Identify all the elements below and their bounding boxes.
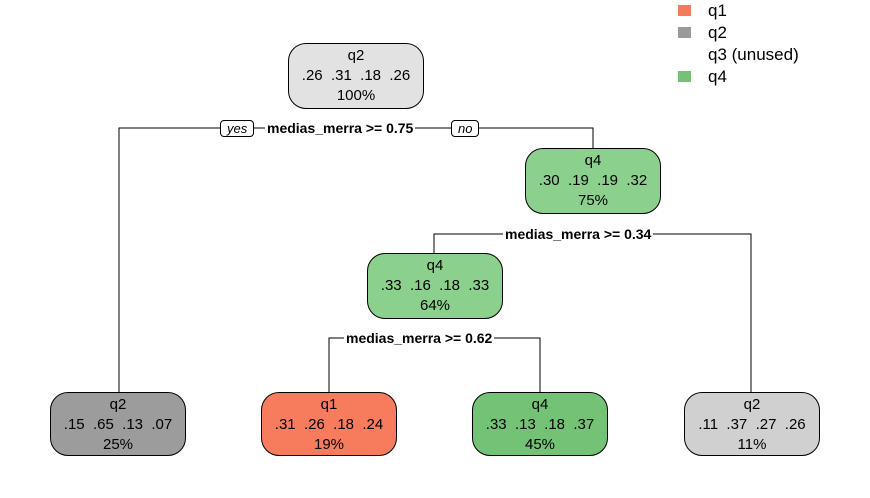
- node-class-label: q4: [531, 396, 549, 413]
- node-probabilities: .33 .13 .18 .37: [485, 416, 595, 433]
- tree-node-mid: q4 .33 .16 .18 .33 64%: [367, 253, 503, 319]
- split-label-right: medias_merra >= 0.34: [503, 225, 654, 243]
- legend-label: q2: [708, 23, 727, 42]
- node-probabilities: .11 .37 .27 .26: [698, 416, 806, 433]
- node-class-label: q4: [584, 152, 602, 169]
- node-probabilities: .15 .65 .13 .07: [63, 416, 173, 433]
- tree-leaf-2: q1 .31 .26 .18 .24 19%: [261, 392, 397, 456]
- edge-right-leaf4: [593, 233, 752, 392]
- node-probabilities: .31 .26 .18 .24: [274, 416, 384, 433]
- legend-label: q4: [708, 67, 727, 86]
- node-percentage: 11%: [737, 436, 767, 453]
- legend-item-q4: q4: [678, 66, 799, 88]
- tree-leaf-1: q2 .15 .65 .13 .07 25%: [50, 392, 186, 456]
- node-percentage: 25%: [102, 436, 134, 453]
- edge-root-right: [356, 127, 594, 148]
- node-probabilities: .26 .31 .18 .26: [301, 67, 411, 84]
- split-label-root: medias_merra >= 0.75: [265, 119, 416, 137]
- node-class-label: q2: [109, 396, 127, 413]
- no-label: no: [451, 120, 480, 137]
- node-percentage: 64%: [419, 297, 451, 314]
- tree-node-root: q2 .26 .31 .18 .26 100%: [288, 43, 424, 109]
- node-percentage: 100%: [336, 87, 376, 104]
- legend-swatch-q1: [678, 5, 691, 16]
- node-percentage: 75%: [577, 192, 609, 209]
- node-probabilities: .30 .19 .19 .32: [538, 172, 648, 189]
- legend-label: q3 (unused): [708, 45, 799, 64]
- node-class-label: q2: [347, 47, 365, 64]
- legend-swatch-q4: [678, 71, 691, 82]
- edge-root-leaf1: [118, 127, 356, 392]
- legend-label: q1: [708, 1, 727, 20]
- node-class-label: q4: [426, 257, 444, 274]
- legend-item-q3: q3 (unused): [678, 44, 799, 66]
- node-percentage: 19%: [313, 436, 345, 453]
- node-class-label: q1: [320, 396, 338, 413]
- legend-item-q2: q2: [678, 22, 799, 44]
- node-percentage: 45%: [524, 436, 556, 453]
- tree-leaf-3: q4 .33 .13 .18 .37 45%: [472, 392, 608, 456]
- legend: q1 q2 q3 (unused) q4: [678, 0, 799, 88]
- legend-item-q1: q1: [678, 0, 799, 22]
- tree-node-right: q4 .30 .19 .19 .32 75%: [525, 148, 661, 214]
- split-label-mid: medias_merra >= 0.62: [344, 329, 495, 347]
- legend-swatch-q2: [678, 27, 691, 38]
- tree-leaf-4: q2 .11 .37 .27 .26 11%: [684, 392, 820, 456]
- node-class-label: q2: [743, 396, 761, 413]
- node-probabilities: .33 .16 .18 .33: [380, 277, 490, 294]
- yes-label: yes: [220, 120, 255, 137]
